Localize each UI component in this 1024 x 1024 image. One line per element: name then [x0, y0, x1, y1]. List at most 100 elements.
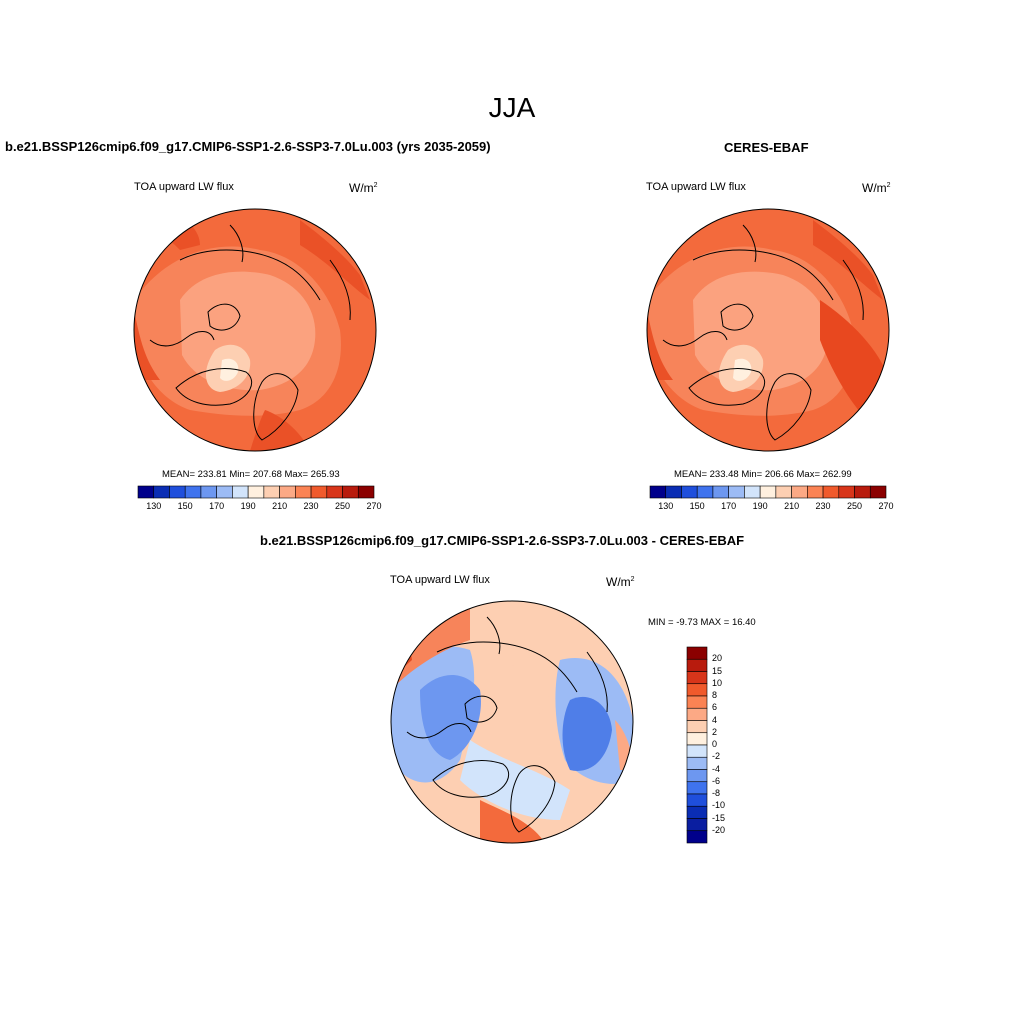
obs-colorbar-box — [665, 485, 682, 499]
diff-variable-label: TOA upward LW flux — [390, 574, 490, 586]
diff-colorbar-box — [686, 744, 708, 758]
diff-colorbar-tick-label: 0 — [712, 739, 718, 749]
obs-panel-title: CERES-EBAF — [724, 140, 809, 155]
model-colorbar-box — [326, 485, 343, 499]
obs-colorbar-tick-label: 270 — [878, 501, 894, 511]
obs-polar-map — [647, 209, 889, 451]
obs-colorbar-box — [649, 485, 667, 499]
model-colorbar-box — [137, 485, 155, 499]
diff-colorbar-tick-label: -10 — [712, 800, 726, 811]
obs-variable-label: TOA upward LW flux — [646, 181, 746, 193]
diff-colorbar-box — [686, 732, 708, 746]
model-map-border — [133, 208, 377, 452]
obs-colorbar-box — [759, 485, 777, 499]
obs-colorbar-box — [712, 485, 729, 499]
model-colorbar-tick-label: 170 — [209, 501, 225, 511]
diff-colorbar-tick-label: 20 — [712, 653, 723, 664]
diff-colorbar-tick-label: -6 — [712, 775, 721, 786]
diff-colorbar — [686, 646, 708, 844]
model-units-label: W/m2 — [349, 181, 378, 195]
diff-colorbar-tick-label: -8 — [712, 788, 721, 798]
model-colorbar-box — [184, 485, 202, 499]
model-panel-title: b.e21.BSSP126cmip6.f09_g17.CMIP6-SSP1-2.… — [5, 139, 491, 154]
obs-stats: MEAN= 233.48 Min= 206.66 Max= 262.99 — [674, 469, 852, 480]
model-variable-label: TOA upward LW flux — [134, 181, 234, 193]
obs-colorbar-box — [854, 485, 871, 499]
obs-colorbar-tick-label: 250 — [847, 501, 863, 511]
obs-colorbar-tick-label: 210 — [784, 501, 800, 511]
obs-colorbar — [649, 485, 887, 499]
diff-panel-title: b.e21.BSSP126cmip6.f09_g17.CMIP6-SSP1-2.… — [260, 533, 745, 548]
obs-map-border — [646, 208, 890, 452]
obs-colorbar-box — [807, 485, 824, 499]
diff-polar-map — [391, 601, 633, 843]
model-colorbar-tick-label: 190 — [240, 501, 256, 511]
diff-units-label: W/m2 — [606, 575, 635, 589]
diff-colorbar-tick-label: 10 — [712, 677, 723, 688]
obs-colorbar-tick-label: 170 — [721, 501, 737, 511]
obs-colorbar-box — [681, 485, 698, 499]
model-colorbar-box — [247, 485, 265, 499]
model-colorbar-box — [216, 485, 233, 499]
obs-colorbar-box — [822, 485, 840, 499]
obs-colorbar-box — [744, 485, 761, 499]
diff-colorbar-box — [686, 695, 708, 709]
model-colorbar-tick-label: 270 — [366, 501, 382, 511]
obs-colorbar-box — [775, 485, 792, 499]
obs-colorbar-box — [791, 485, 808, 499]
diff-colorbar-box — [686, 671, 708, 685]
diff-colorbar-tick-label: 8 — [712, 690, 718, 700]
model-colorbar-tick-label: 210 — [272, 501, 288, 511]
model-colorbar-box — [153, 485, 170, 499]
diff-colorbar-tick-label: 6 — [712, 702, 718, 713]
model-colorbar-box — [310, 485, 328, 499]
model-colorbar-box — [263, 485, 280, 499]
model-colorbar-tick-label: 250 — [335, 501, 351, 511]
obs-colorbar-tick-label: 150 — [689, 501, 705, 511]
model-colorbar-tick-label: 130 — [146, 501, 162, 511]
diff-map-border — [390, 600, 634, 844]
obs-colorbar-box — [838, 485, 855, 499]
model-colorbar-box — [232, 485, 249, 499]
diff-colorbar-box — [686, 805, 708, 819]
diff-colorbar-box — [686, 707, 708, 721]
diff-colorbar-tick-label: 4 — [712, 714, 718, 725]
diff-colorbar-box — [686, 769, 708, 783]
obs-colorbar-box — [869, 485, 887, 499]
model-colorbar-box — [357, 485, 375, 499]
obs-colorbar-tick-label: 130 — [658, 501, 674, 511]
obs-colorbar-box — [728, 485, 745, 499]
obs-colorbar-tick-label: 230 — [815, 501, 831, 511]
diff-colorbar-box — [686, 818, 708, 832]
diff-minmax: MIN = -9.73 MAX = 16.40 — [648, 617, 756, 628]
diff-colorbar-tick-label: -4 — [712, 763, 721, 774]
model-polar-map — [134, 209, 376, 451]
diff-colorbar-tick-label: -20 — [712, 824, 726, 835]
model-colorbar-box — [342, 485, 359, 499]
diff-colorbar-tick-label: 2 — [712, 726, 718, 737]
season-title: JJA — [488, 92, 536, 123]
model-colorbar-box — [295, 485, 312, 499]
obs-colorbar-tick-label: 190 — [752, 501, 768, 511]
model-stats: MEAN= 233.81 Min= 207.68 Max= 265.93 — [162, 469, 340, 480]
obs-colorbar-box — [696, 485, 714, 499]
model-colorbar-box — [200, 485, 217, 499]
diff-colorbar-box — [686, 830, 708, 844]
diff-colorbar-box — [686, 793, 708, 807]
diff-colorbar-box — [686, 756, 708, 770]
diff-colorbar-box — [686, 683, 708, 697]
diff-colorbar-box — [686, 658, 708, 672]
model-colorbar — [137, 485, 375, 499]
model-colorbar-tick-label: 230 — [303, 501, 319, 511]
diff-colorbar-tick-label: -2 — [712, 751, 721, 762]
model-colorbar-box — [169, 485, 186, 499]
model-colorbar-tick-label: 150 — [177, 501, 193, 511]
model-colorbar-box — [279, 485, 296, 499]
diff-colorbar-tick-label: -15 — [712, 812, 726, 823]
diff-colorbar-tick-label: 15 — [712, 665, 723, 676]
diff-colorbar-box — [686, 720, 708, 734]
diff-colorbar-box — [686, 646, 708, 660]
obs-units-label: W/m2 — [862, 181, 891, 195]
diff-colorbar-box — [686, 781, 708, 795]
